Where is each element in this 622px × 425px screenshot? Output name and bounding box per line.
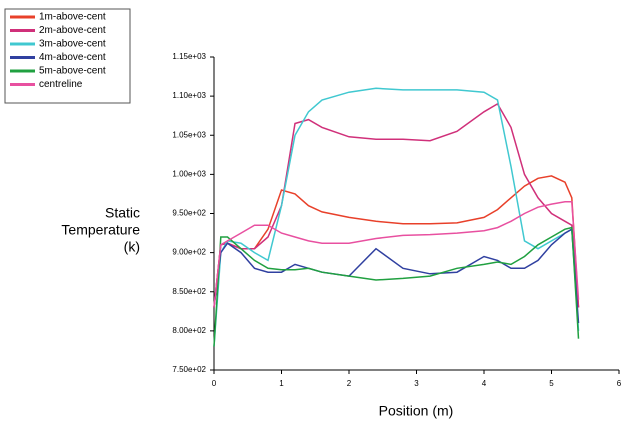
x-tick-label: 0 [212, 379, 217, 388]
x-tick-label: 5 [549, 379, 554, 388]
series-line [213, 87, 580, 347]
y-tick-label: 1.05e+03 [172, 130, 206, 139]
y-axis-title: Temperature [61, 222, 140, 238]
series-line [213, 175, 580, 308]
x-axis-title: Position (m) [379, 403, 454, 419]
series-line [213, 201, 580, 308]
series-line [213, 226, 580, 347]
x-tick-label: 3 [414, 379, 419, 388]
legend-label: 1m-above-cent [39, 12, 106, 23]
x-tick-label: 1 [279, 379, 284, 388]
y-tick-label: 9.00e+02 [172, 248, 206, 257]
y-axis-title: Static [105, 205, 140, 221]
x-tick-label: 2 [347, 379, 352, 388]
y-tick-label: 8.00e+02 [172, 326, 206, 335]
legend-label: centreline [39, 79, 83, 90]
series-line [213, 102, 580, 308]
y-tick-label: 8.50e+02 [172, 287, 206, 296]
y-axis-title: (k) [124, 239, 140, 255]
y-tick-label: 9.50e+02 [172, 209, 206, 218]
y-tick-label: 7.50e+02 [172, 365, 206, 374]
series-line [213, 227, 580, 324]
y-tick-label: 1.15e+03 [172, 52, 206, 61]
x-tick-label: 4 [482, 379, 487, 388]
legend-label: 3m-above-cent [39, 39, 106, 50]
legend-label: 4m-above-cent [39, 52, 106, 63]
y-tick-label: 1.00e+03 [172, 169, 206, 178]
y-tick-label: 1.10e+03 [172, 91, 206, 100]
legend-label: 5m-above-cent [39, 66, 106, 77]
legend-label: 2m-above-cent [39, 25, 106, 36]
x-tick-label: 6 [617, 379, 622, 388]
